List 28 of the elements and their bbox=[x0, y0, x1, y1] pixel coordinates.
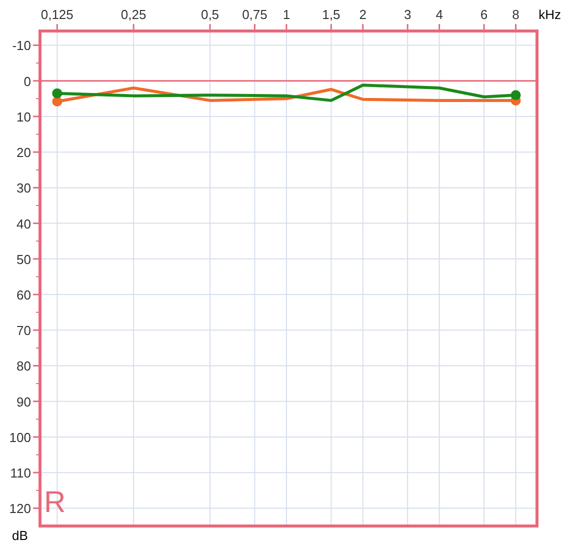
y-tick-label: 10 bbox=[16, 109, 31, 124]
y-tick-label: 30 bbox=[16, 180, 31, 196]
y-tick-label: 80 bbox=[16, 358, 31, 374]
x-tick-label: 3 bbox=[404, 7, 412, 22]
y-tick-label: -10 bbox=[12, 38, 31, 54]
x-tick-label: 8 bbox=[512, 7, 520, 22]
y-tick-label: 50 bbox=[16, 252, 31, 267]
x-tick-label: 6 bbox=[480, 7, 488, 22]
x-tick-label: 0,125 bbox=[40, 7, 74, 22]
y-tick-label: 0 bbox=[24, 74, 31, 89]
x-tick-label: 2 bbox=[359, 7, 366, 22]
x-tick-label: 1,5 bbox=[322, 7, 340, 22]
x-tick-label: 1 bbox=[282, 7, 290, 22]
y-tick-label: 60 bbox=[16, 288, 31, 303]
x-tick-label: 0,25 bbox=[120, 7, 146, 22]
x-axis-title: kHz bbox=[538, 7, 561, 22]
x-tick-label: 0,75 bbox=[242, 7, 268, 22]
y-tick-label: 110 bbox=[10, 466, 31, 481]
x-tick-label: 4 bbox=[436, 7, 443, 22]
y-tick-label: 40 bbox=[16, 216, 31, 232]
y-tick-label: 120 bbox=[9, 501, 31, 516]
x-tick-label: 0,5 bbox=[200, 7, 220, 22]
annotation: R bbox=[44, 486, 66, 519]
y-tick-label: 20 bbox=[16, 145, 31, 160]
y-axis-title: dB bbox=[12, 528, 28, 542]
y-tick-label: 90 bbox=[16, 394, 31, 410]
y-tick-label: 70 bbox=[16, 323, 31, 338]
y-tick-label: 100 bbox=[9, 430, 31, 445]
